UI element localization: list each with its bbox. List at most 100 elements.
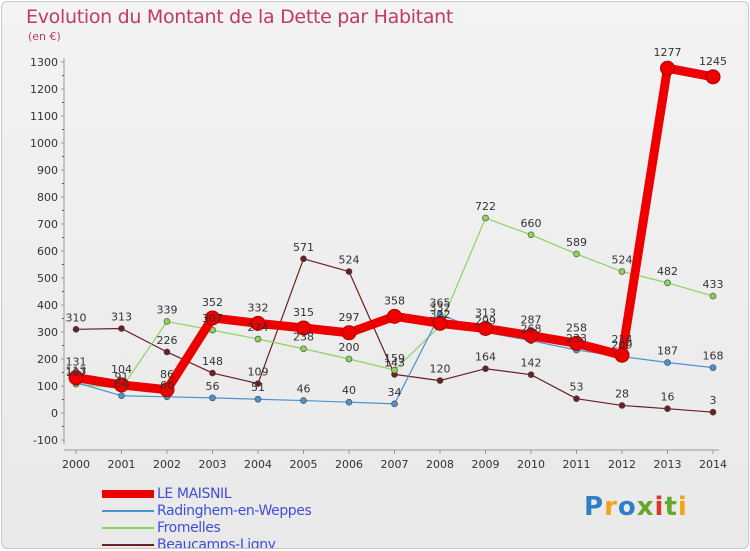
legend-label: Radinghem-en-Weppes xyxy=(157,503,312,519)
x-tick-label: 2009 xyxy=(472,458,500,471)
data-label: 86 xyxy=(160,368,174,381)
data-label: 148 xyxy=(202,355,223,368)
data-label: 131 xyxy=(66,356,87,369)
data-label: 3 xyxy=(710,394,717,407)
data-label: 187 xyxy=(657,345,678,358)
chart-title: Evolution du Montant de la Dette par Hab… xyxy=(26,6,454,28)
data-point xyxy=(478,320,493,336)
data-label: 297 xyxy=(339,311,360,324)
data-label: 1245 xyxy=(699,55,727,68)
x-tick-label: 2014 xyxy=(699,458,727,471)
data-label: 28 xyxy=(615,387,629,400)
data-point xyxy=(527,231,535,239)
data-point xyxy=(159,382,175,398)
data-label: 332 xyxy=(248,301,269,314)
y-tick-label: 600 xyxy=(37,245,58,258)
data-label: 524 xyxy=(612,254,633,267)
legend-swatch xyxy=(102,510,154,512)
y-tick-label: 900 xyxy=(37,164,58,177)
data-point xyxy=(72,325,80,333)
data-point xyxy=(300,397,307,404)
x-tick-label: 2012 xyxy=(608,458,636,471)
data-label: 1277 xyxy=(654,46,682,59)
x-tick-label: 2005 xyxy=(290,458,318,471)
data-label: 268 xyxy=(521,323,542,336)
y-tick-label: 1000 xyxy=(30,137,58,150)
data-label: 46 xyxy=(297,383,311,396)
x-tick-label: 2004 xyxy=(244,458,272,471)
x-tick-label: 2013 xyxy=(654,458,682,471)
data-label: 274 xyxy=(248,321,269,334)
data-label: 34 xyxy=(388,386,402,399)
data-label: 589 xyxy=(566,236,587,249)
y-tick-label: 700 xyxy=(37,218,58,231)
data-label: 307 xyxy=(202,312,223,325)
y-tick-label: -100 xyxy=(33,434,58,447)
y-tick-label: 1200 xyxy=(30,83,58,96)
data-point xyxy=(345,398,353,406)
x-tick-label: 2002 xyxy=(153,458,181,471)
data-point xyxy=(254,395,262,403)
data-point xyxy=(709,408,717,416)
data-label: 120 xyxy=(430,363,451,376)
x-tick-label: 2003 xyxy=(199,458,227,471)
data-point xyxy=(664,279,671,287)
data-label: 214 xyxy=(612,333,633,346)
x-tick-label: 2008 xyxy=(426,458,454,471)
x-tick-label: 2001 xyxy=(108,458,136,471)
data-label: 238 xyxy=(293,331,314,344)
data-label: 200 xyxy=(339,341,360,354)
data-label: 482 xyxy=(657,265,678,278)
data-point xyxy=(345,268,353,275)
axis-layer: -100 0 100 200 300 400 500 600 700 800 900 1000 1100… xyxy=(30,56,727,471)
data-point xyxy=(527,371,535,378)
data-point xyxy=(709,364,717,371)
data-label: 315 xyxy=(293,306,314,319)
data-label: 16 xyxy=(661,391,675,404)
data-label: 109 xyxy=(248,366,269,379)
y-tick-label: 100 xyxy=(37,380,58,393)
legend-swatch xyxy=(102,544,154,546)
data-label: 433 xyxy=(703,278,724,291)
data-point xyxy=(300,345,307,353)
x-tick-label: 2011 xyxy=(563,458,591,471)
data-point xyxy=(618,402,626,409)
y-tick-label: 1300 xyxy=(30,56,58,69)
data-label: 287 xyxy=(521,314,542,327)
data-point xyxy=(569,335,584,351)
data-label: 299 xyxy=(475,314,496,327)
data-point xyxy=(660,60,675,76)
data-point xyxy=(482,365,489,373)
x-tick-label: 2010 xyxy=(517,458,545,471)
data-label: 142 xyxy=(521,357,542,370)
data-point xyxy=(436,377,444,384)
data-label: 159 xyxy=(384,352,405,365)
data-point xyxy=(209,394,216,402)
data-label: 104 xyxy=(111,363,132,376)
legend-swatch xyxy=(102,527,154,529)
data-label: 310 xyxy=(66,311,87,324)
data-point xyxy=(664,359,671,366)
data-label: 352 xyxy=(202,296,223,309)
data-label: 107 xyxy=(66,366,87,379)
data-point xyxy=(573,250,580,258)
series-layer xyxy=(68,60,721,416)
data-label: 164 xyxy=(475,351,496,364)
data-point xyxy=(163,348,171,356)
data-label: 313 xyxy=(111,310,132,323)
data-label: 64 xyxy=(115,378,129,391)
data-point xyxy=(614,347,630,363)
data-label: 722 xyxy=(475,200,496,213)
legend-swatch xyxy=(102,490,154,498)
data-point xyxy=(254,335,262,343)
chart-subtitle: (en €) xyxy=(28,30,61,43)
data-label: 51 xyxy=(251,381,265,394)
data-label: 233 xyxy=(566,332,587,345)
x-tick-label: 2007 xyxy=(381,458,409,471)
x-tick-label: 2006 xyxy=(335,458,363,471)
data-label: 209 xyxy=(612,339,633,352)
legend-label: Beaucamps-Ligny xyxy=(157,537,276,549)
y-tick-label: 500 xyxy=(37,272,58,285)
data-point xyxy=(432,315,448,331)
